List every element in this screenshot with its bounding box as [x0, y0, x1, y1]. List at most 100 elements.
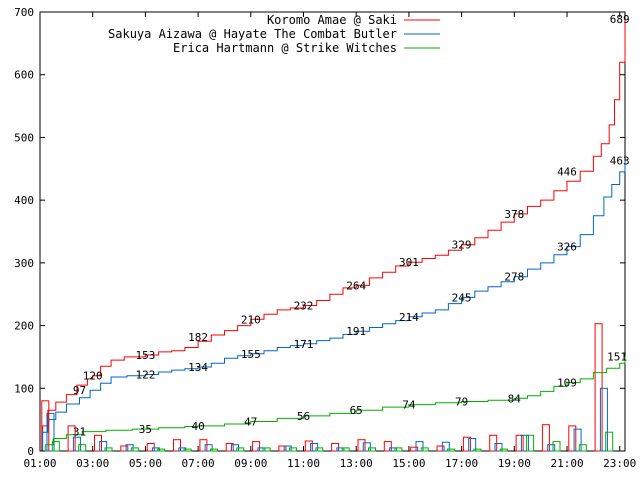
- hourly-bar-s2: [473, 448, 482, 452]
- axes: 0 100 200 300 400 500 600 700 01:00 03:00 05:00 07:…: [14, 6, 636, 470]
- data-label-s0: 153: [135, 349, 155, 362]
- data-label-s0: 232: [294, 300, 314, 313]
- hourly-bar-s0: [436, 445, 445, 452]
- y-tick-label: 300: [14, 257, 34, 270]
- legend-label-0: Koromo Amae @ Saki: [267, 13, 397, 27]
- hourly-bar-s1: [547, 444, 556, 452]
- data-label-s1: 326: [557, 241, 577, 254]
- hourly-bar-s2: [157, 448, 166, 452]
- x-tick-label: 05:00: [129, 457, 162, 470]
- series-line-2: [40, 356, 626, 452]
- hourly-bars: [41, 323, 614, 452]
- data-label-s2: 56: [297, 410, 310, 423]
- data-label-s1: 191: [346, 325, 366, 338]
- hourly-bar-s0: [67, 425, 76, 452]
- data-label-s2: 109: [557, 377, 577, 390]
- hourly-bar-s2: [552, 441, 561, 452]
- hourly-bar-s1: [441, 441, 450, 452]
- hourly-bar-s2: [51, 441, 60, 452]
- hourly-bar-s2: [420, 447, 429, 452]
- hourly-bar-s2: [368, 447, 376, 452]
- hourly-bar-s0: [462, 436, 471, 452]
- data-label-s1: 214: [399, 311, 419, 324]
- plot-area: [39, 11, 626, 452]
- series-line-1: [40, 160, 626, 452]
- data-labels: 120 153 182 210 232 264 301 329 378 446 689 97 122 13…: [73, 13, 630, 439]
- hourly-bar-s1: [310, 443, 319, 452]
- data-label-s2: 151: [607, 350, 627, 363]
- hourly-bar-s2: [605, 431, 614, 452]
- hourly-bar-s2: [578, 444, 587, 452]
- hourly-bar-s0: [146, 443, 155, 452]
- hourly-bar-s1: [204, 444, 213, 452]
- hourly-bar-s0: [173, 439, 181, 452]
- hourly-bar-s2: [130, 447, 139, 452]
- hourly-bar-s1: [494, 443, 503, 452]
- hourly-bar-s0: [515, 434, 524, 452]
- x-tick-label: 23:00: [603, 457, 636, 470]
- hourly-bar-s1: [99, 441, 108, 452]
- data-label-s2: 31: [73, 426, 86, 439]
- data-label-s2: 40: [191, 420, 204, 433]
- hourly-bar-s2: [394, 447, 403, 452]
- hourly-bar-s0: [252, 441, 261, 452]
- data-label-s2: 65: [350, 404, 363, 417]
- hourly-bar-s0: [357, 439, 366, 452]
- hourly-bar-s1: [283, 445, 292, 452]
- hourly-bar-s0: [199, 439, 208, 452]
- x-tick-label: 17:00: [445, 457, 478, 470]
- hourly-bar-s2: [104, 447, 113, 452]
- plot-border: [39, 11, 626, 452]
- y-tick-label: 600: [14, 69, 34, 82]
- data-label-s0: 210: [241, 313, 261, 326]
- data-label-s1: 134: [188, 361, 208, 374]
- x-tick-label: 09:00: [234, 457, 267, 470]
- hourly-bar-s0: [94, 434, 102, 452]
- hourly-bar-s1: [468, 438, 477, 452]
- y-tick-label: 200: [14, 320, 34, 333]
- y-tick-label: 100: [14, 382, 34, 395]
- hourly-bar-s2: [447, 448, 456, 452]
- hourly-bar-s0: [331, 443, 340, 452]
- data-label-s0: 301: [399, 256, 419, 269]
- data-label-s1: 122: [135, 369, 155, 382]
- hourly-bar-s1: [362, 442, 371, 452]
- legend-label-2: Erica Hartmann @ Strike Witches: [173, 41, 397, 55]
- hourly-bar-s2: [289, 447, 297, 452]
- hourly-bar-s2: [526, 434, 535, 452]
- y-tick-label: 400: [14, 194, 34, 207]
- hourly-bar-s0: [278, 445, 287, 452]
- hourly-bar-s0: [594, 323, 603, 452]
- hourly-bar-s2: [209, 448, 218, 452]
- hourly-bar-s0: [383, 441, 392, 452]
- hourly-bar-s0: [304, 440, 313, 452]
- y-tick-label: 500: [14, 131, 34, 144]
- hourly-bar-s1: [72, 436, 81, 452]
- data-label-s0: 182: [188, 331, 208, 344]
- x-tick-label: 13:00: [340, 457, 373, 470]
- data-label-s0: 329: [452, 239, 472, 252]
- data-label-s1: 155: [241, 348, 261, 361]
- hourly-bar-s0: [541, 424, 550, 452]
- data-label-s2: 74: [402, 399, 416, 412]
- hourly-bar-s1: [520, 434, 529, 452]
- hourly-bar-s0: [120, 445, 129, 452]
- x-tick-label: 07:00: [182, 457, 215, 470]
- hourly-bar-s2: [236, 447, 245, 452]
- data-label-s0: 689: [610, 13, 630, 26]
- hourly-bar-s2: [262, 447, 271, 452]
- x-tick-label: 03:00: [76, 457, 109, 470]
- data-label-s0: 446: [557, 165, 577, 178]
- hourly-bar-s0: [225, 443, 234, 452]
- data-label-s1: 97: [73, 384, 86, 397]
- data-label-s0: 378: [504, 208, 524, 221]
- hourly-bar-s1: [415, 441, 424, 452]
- hourly-bar-s1: [389, 447, 398, 452]
- x-tick-label: 21:00: [550, 457, 583, 470]
- data-label-s2: 35: [139, 423, 152, 436]
- data-label-s0: 264: [346, 279, 366, 292]
- data-label-s2: 84: [508, 392, 522, 405]
- hourly-bar-s1: [573, 428, 582, 452]
- hourly-bar-s2: [341, 447, 350, 452]
